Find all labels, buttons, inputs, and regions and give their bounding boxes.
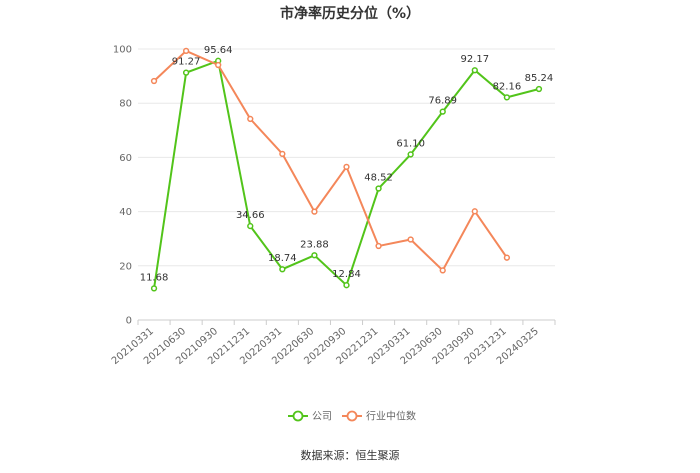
data-point: [471, 67, 478, 74]
data-source: 数据来源：恒生聚源: [301, 448, 400, 462]
data-label: 23.88: [300, 239, 329, 250]
data-label: 18.74: [268, 253, 297, 264]
data-point: [471, 208, 478, 215]
data-point: [150, 285, 158, 292]
data-point: [407, 151, 414, 158]
data-label: 34.66: [236, 210, 265, 221]
data-point: [407, 236, 414, 243]
y-tick-label: 100: [113, 45, 132, 56]
legend-label: 公司: [312, 412, 332, 423]
data-label: 12.84: [332, 269, 361, 280]
legend-marker: [346, 410, 358, 422]
y-tick-label: 80: [119, 99, 132, 110]
data-point: [247, 222, 254, 230]
data-point: [343, 163, 350, 171]
data-point: [503, 94, 511, 101]
x-axis: 2021033120210630202109302021123120220331…: [110, 320, 556, 367]
data-label: 95.64: [204, 45, 233, 56]
grid: [138, 48, 555, 321]
data-point: [182, 47, 190, 55]
data-point: [343, 282, 350, 289]
data-point: [375, 242, 382, 250]
chart-title: 市净率历史分位（%）: [280, 5, 420, 22]
data-point: [535, 85, 543, 93]
legend[interactable]: 公司 行业中位数: [288, 410, 416, 423]
data-point: [439, 108, 446, 115]
data-point: [215, 61, 222, 69]
data-label: 92.17: [460, 54, 489, 65]
data-label: 11.68: [140, 272, 169, 283]
data-point: [311, 208, 318, 215]
data-point: [311, 252, 318, 259]
legend-item-company[interactable]: 公司: [288, 410, 332, 423]
data-point: [279, 150, 286, 158]
data-label: 76.89: [428, 96, 457, 107]
y-axis: 0 20 40 60 80 100: [113, 45, 132, 327]
data-label: 82.16: [493, 81, 522, 92]
legend-marker: [292, 410, 304, 422]
data-point: [375, 185, 382, 192]
y-tick-label: 0: [126, 316, 132, 327]
series: [150, 47, 543, 292]
data-point: [247, 115, 254, 123]
legend-item-industry-median[interactable]: 行业中位数: [342, 410, 416, 423]
y-tick-label: 40: [119, 207, 132, 218]
series-line-company: [153, 59, 540, 289]
legend-label: 行业中位数: [366, 410, 416, 423]
data-label: 91.27: [172, 57, 201, 68]
data-label: 48.52: [364, 173, 393, 184]
series-line-industry-median: [153, 49, 508, 273]
data-label: 61.10: [396, 138, 425, 149]
data-point: [150, 77, 158, 85]
y-tick-label: 60: [119, 153, 132, 164]
data-label: 85.24: [525, 73, 554, 84]
data-point: [182, 69, 190, 76]
data-point: [279, 266, 286, 273]
y-tick-label: 20: [119, 261, 132, 272]
data-point: [439, 267, 446, 274]
data-point: [503, 254, 511, 261]
